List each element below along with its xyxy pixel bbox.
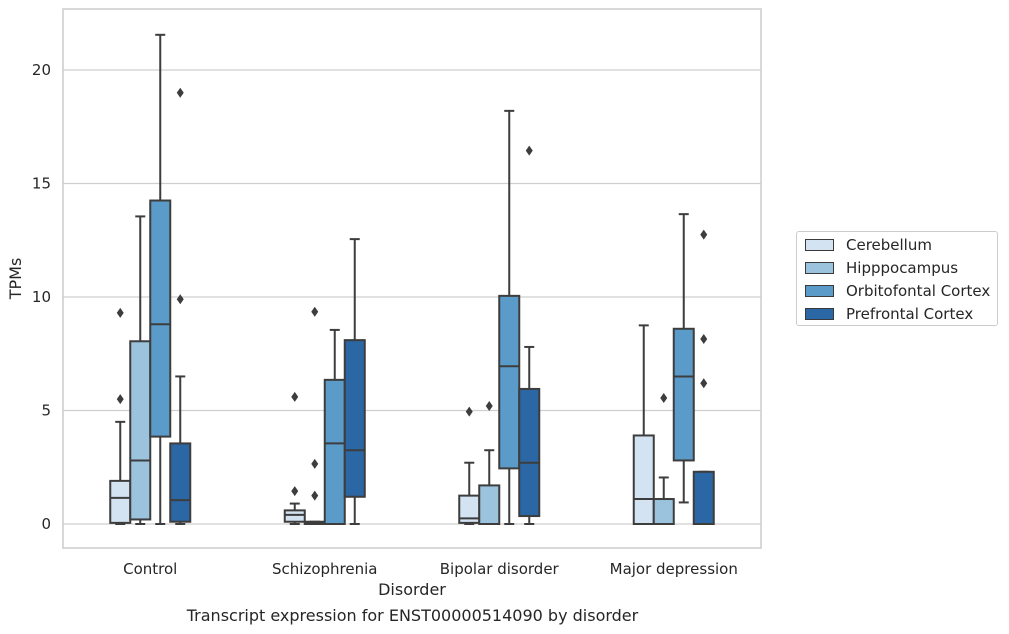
outlier-1-3-0 — [660, 393, 668, 404]
box-2-2 — [498, 294, 521, 470]
outlier-3-3-0 — [700, 378, 708, 389]
box-1-2 — [478, 484, 501, 526]
x-tick-label-3: Major depression — [610, 560, 738, 578]
legend-swatch-prefrontal — [805, 308, 834, 320]
outlier-3-3-1 — [700, 333, 708, 344]
y-tick-label-5: 5 — [41, 402, 51, 420]
x-tick-label-1: Schizophrenia — [272, 560, 377, 578]
legend-label-prefrontal: Prefrontal Cortex — [846, 305, 974, 323]
legend-swatch-hippocampus — [805, 262, 834, 274]
legend-item-orbitofrontal: Orbitofontal Cortex — [805, 280, 990, 302]
y-tick-label-20: 20 — [32, 61, 51, 79]
box-2-0 — [149, 199, 172, 438]
outlier-1-1-2 — [311, 306, 319, 317]
outlier-0-1-0 — [291, 486, 299, 497]
plot-frame — [62, 8, 762, 549]
box-3-1 — [343, 339, 366, 498]
box-1-0 — [129, 340, 152, 521]
legend-item-hippocampus: Hipppocampus — [805, 257, 958, 279]
y-axis-label: TPMs — [6, 258, 25, 301]
legend-label-hippocampus: Hipppocampus — [846, 259, 959, 277]
box-0-0 — [109, 479, 132, 524]
outlier-0-0-1 — [116, 307, 124, 318]
outlier-0-1-1 — [291, 391, 299, 402]
box-1-3 — [652, 498, 675, 525]
outlier-1-1-0 — [311, 490, 319, 501]
outlier-0-0-0 — [116, 394, 124, 405]
box-3-0 — [169, 442, 192, 523]
x-tick-label-0: Control — [123, 560, 177, 578]
outlier-3-3-2 — [700, 229, 708, 240]
outlier-1-2-0 — [485, 400, 493, 411]
chart-caption: Transcript expression for ENST0000051409… — [186, 606, 639, 625]
box-2-3 — [672, 327, 695, 462]
y-tick-label-15: 15 — [32, 175, 51, 193]
outlier-0-2-0 — [465, 406, 473, 417]
box-0-3 — [632, 434, 655, 525]
outlier-3-0-1 — [176, 87, 184, 98]
legend: Cerebellum Hipppocampus Orbitofontal Cor… — [796, 231, 998, 326]
x-axis-label: Disorder — [378, 580, 446, 599]
box-2-1 — [323, 378, 346, 526]
legend-swatch-cerebellum — [805, 239, 834, 251]
box-3-3 — [692, 470, 715, 526]
legend-item-cerebellum: Cerebellum — [805, 234, 932, 256]
outlier-1-1-1 — [311, 458, 319, 469]
y-tick-label-0: 0 — [41, 515, 51, 533]
legend-swatch-orbitofrontal — [805, 285, 834, 297]
box-0-1 — [283, 509, 306, 523]
outlier-3-2-0 — [525, 145, 533, 156]
legend-label-orbitofrontal: Orbitofontal Cortex — [846, 282, 991, 300]
outlier-3-0-0 — [176, 294, 184, 305]
legend-item-prefrontal: Prefrontal Cortex — [805, 303, 973, 325]
x-tick-label-2: Bipolar disorder — [440, 560, 560, 578]
legend-label-cerebellum: Cerebellum — [846, 236, 932, 254]
box-3-2 — [518, 387, 541, 518]
y-tick-label-10: 10 — [32, 288, 51, 306]
